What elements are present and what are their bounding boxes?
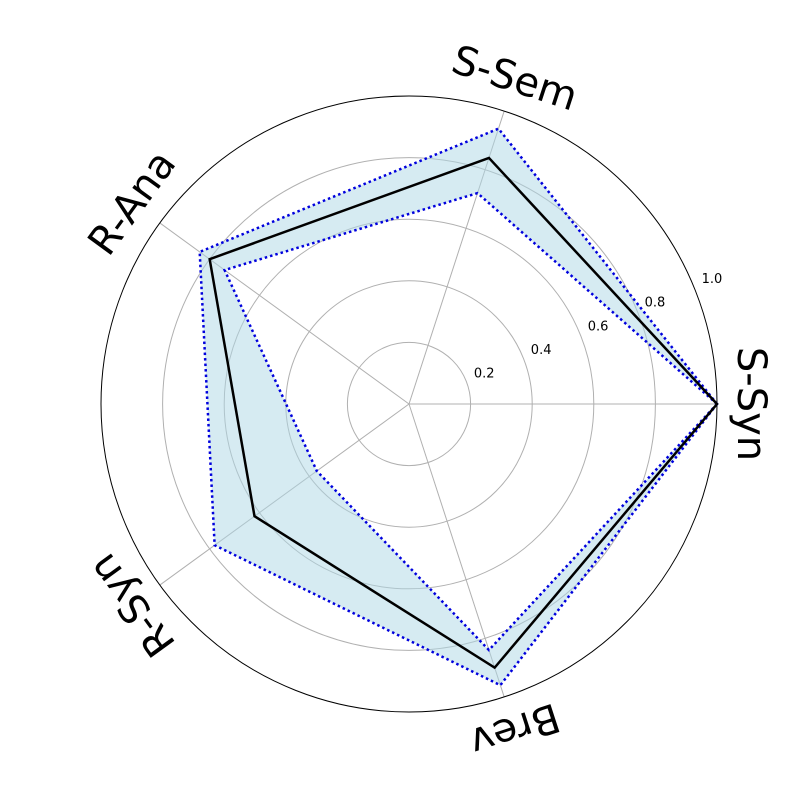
series-line-upper xyxy=(198,127,719,687)
series-layer xyxy=(198,127,719,687)
confidence-band xyxy=(199,128,717,686)
r-tick-label: 1.0 xyxy=(702,272,723,287)
series-line-lower xyxy=(222,191,719,652)
axis-label-r-syn: R-Syn xyxy=(80,545,185,665)
axis-label-s-sem: S-Sem xyxy=(446,37,583,121)
series-line-mean xyxy=(208,156,719,670)
tick-label-layer: 0.2 0.4 0.6 0.8 1.0 xyxy=(474,272,722,381)
r-tick-label: 0.2 xyxy=(474,366,495,381)
r-tick-label: 0.8 xyxy=(645,296,666,311)
axis-label-r-ana: R-Ana xyxy=(79,142,185,264)
band-layer xyxy=(199,128,717,686)
axis-label-s-syn: S-Syn xyxy=(728,347,774,461)
r-tick-label: 0.6 xyxy=(588,319,609,334)
r-tick-label: 0.4 xyxy=(531,343,552,358)
